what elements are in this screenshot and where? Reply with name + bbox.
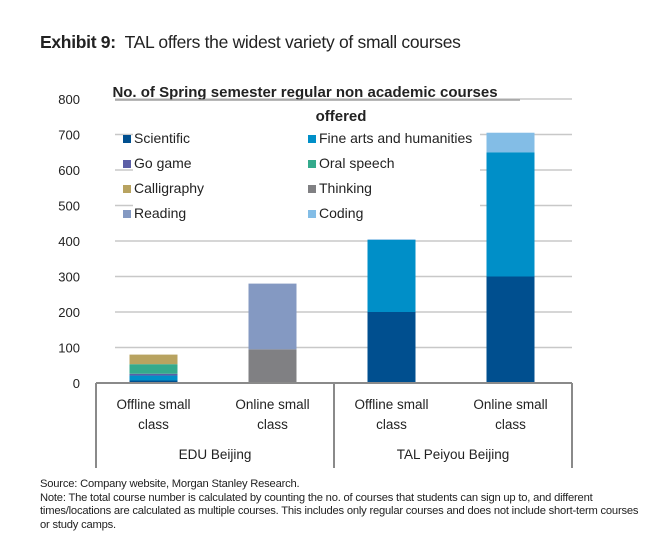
legend-swatch [123,135,131,143]
legend: Scientific Fine arts and humanities Go gam… [123,130,472,221]
legend-swatch [308,160,316,168]
y-tick-label: 800 [58,92,80,107]
y-tick-label: 100 [58,341,80,356]
exhibit-heading: Exhibit 9: TAL offers the widest variety… [40,32,461,53]
x-tick-label: class [376,417,407,432]
footnotes: Source: Company website, Morgan Stanley … [40,478,640,532]
x-tick-label: class [495,417,526,432]
legend-swatch [123,210,131,218]
x-tick-label: Online small [473,397,547,412]
y-axis-ticks: 0 100 200 300 400 500 600 700 800 [58,92,80,391]
bar-segment-oral-speech [129,364,178,374]
exhibit-label: Exhibit 9: [40,32,116,52]
x-group-label: EDU Beijing [179,447,252,462]
chart-title: No. of Spring semester regular non acade… [112,84,520,125]
legend-swatch [308,135,316,143]
x-tick-label: Offline small [116,397,190,412]
y-tick-label: 400 [58,234,80,249]
bar-segment-fine-arts-and-humanities [486,152,535,277]
legend-swatch [123,160,131,168]
legend-label: Calligraphy [134,180,204,196]
chart-title-line: offered [316,108,367,125]
legend-label: Coding [319,205,363,221]
bar-segment-go-game [129,373,178,376]
y-tick-label: 500 [58,199,80,214]
x-group-label: TAL Peiyou Beijing [397,447,510,462]
bars [129,132,535,383]
method-note: Note: The total course number is calcula… [40,491,639,531]
legend-swatch [308,210,316,218]
source-note: Source: Company website, Morgan Stanley … [40,478,300,490]
bar-segment-coding [367,239,416,240]
legend-label: Thinking [319,180,372,196]
x-tick-label: Online small [235,397,309,412]
chart-title-line: No. of Spring semester regular non acade… [112,84,497,101]
y-tick-label: 300 [58,270,80,285]
y-tick-label: 200 [58,305,80,320]
bar-segment-fine-arts-and-humanities [129,375,178,381]
legend-swatch [123,185,131,193]
x-tick-label: Offline small [354,397,428,412]
bar-segment-thinking [248,349,297,383]
bar-segment-fine-arts-and-humanities [367,239,416,312]
legend-label: Reading [134,205,186,221]
bar-segment-scientific [486,276,535,383]
stacked-bar-chart: 0 100 200 300 400 500 600 700 800 Scientific Fine… [58,84,573,468]
bar-segment-reading [248,283,297,350]
legend-swatch [308,185,316,193]
bar-segment-coding [486,132,535,153]
x-tick-label: class [138,417,169,432]
legend-label: Scientific [134,130,190,146]
bar-segment-calligraphy [129,354,178,365]
bar-segment-scientific [129,380,178,383]
legend-label: Go game [134,155,192,171]
bar-segment-scientific [367,312,416,383]
legend-label: Oral speech [319,155,394,171]
x-axis: Offline small class Online small class Offli… [95,382,573,468]
y-tick-label: 600 [58,163,80,178]
y-tick-label: 0 [73,376,80,391]
y-tick-label: 700 [58,128,80,143]
legend-label: Fine arts and humanities [319,130,472,146]
exhibit-title: TAL offers the widest variety of small c… [124,32,461,52]
x-tick-label: class [257,417,288,432]
